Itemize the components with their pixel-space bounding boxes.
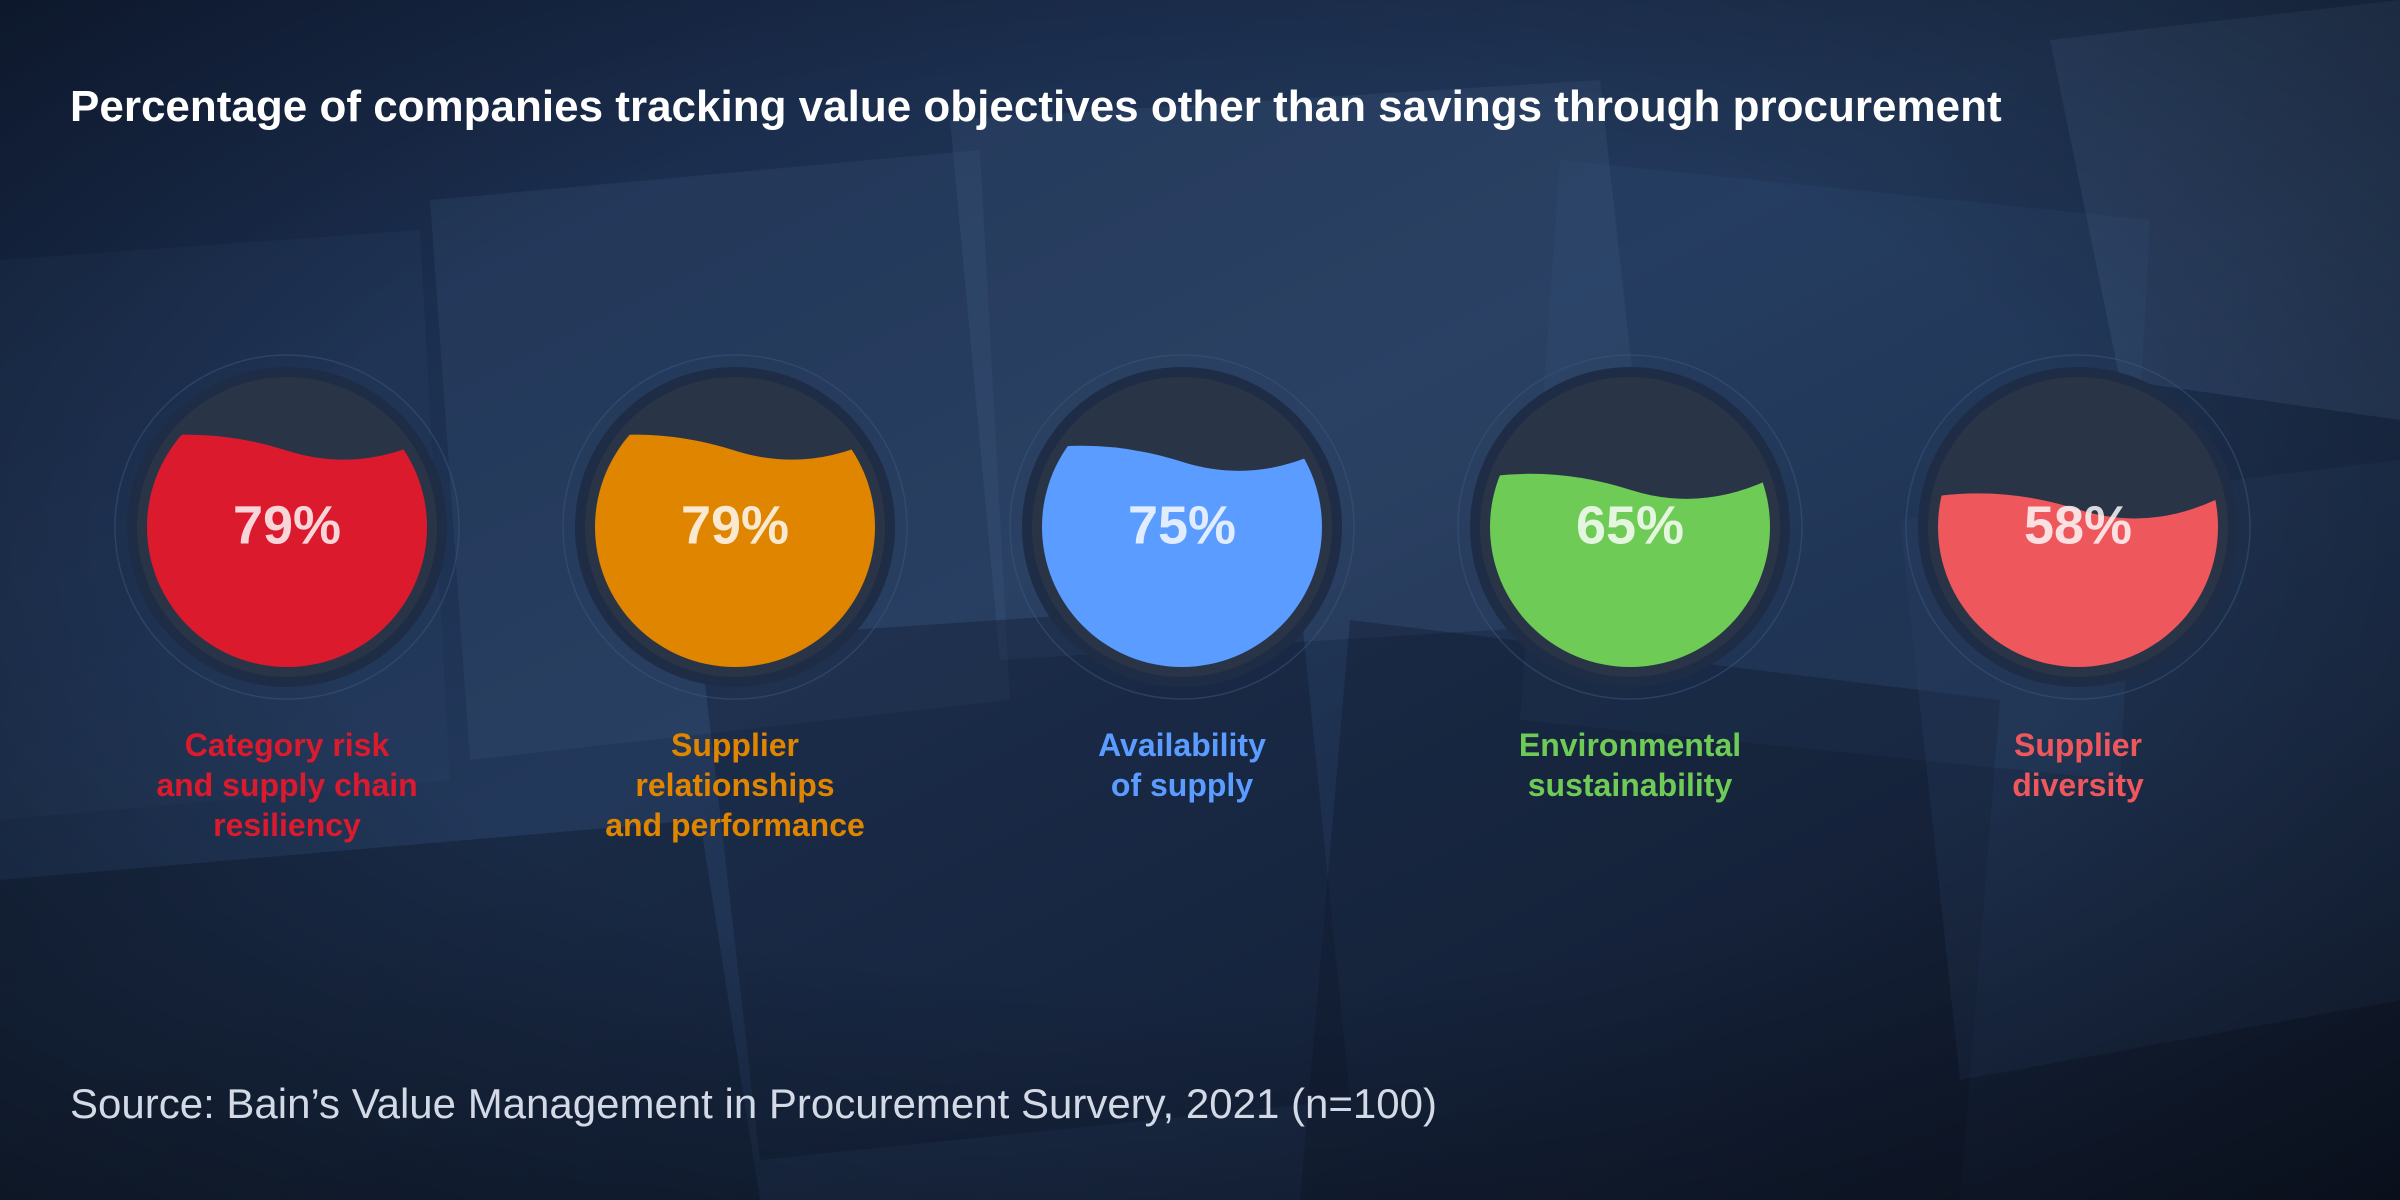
gauge-halo <box>1905 354 2251 700</box>
gauge-halo <box>114 354 460 700</box>
gauge-fill <box>1490 473 1770 667</box>
gauge-5: 58% <box>1905 354 2251 700</box>
gauge-category-label: Supplier diversity <box>2012 727 2144 803</box>
gauge-fill <box>1042 445 1322 667</box>
gauge-category-label: Availability of supply <box>1098 727 1266 803</box>
gauge-halo <box>562 354 908 700</box>
gauge-fill <box>1938 493 2218 667</box>
gauge-category-label: Supplier relationships and performance <box>605 727 865 843</box>
gauge-value-label: 79% <box>681 495 789 555</box>
gauge-halo <box>1457 354 1803 700</box>
gauge-value-label: 75% <box>1128 495 1236 555</box>
gauge-category-label: Category risk and supply chain resilienc… <box>156 727 418 843</box>
gauge-2: 79% <box>562 354 908 700</box>
gauge-fill <box>147 434 427 667</box>
chart-title: Percentage of companies tracking value o… <box>70 82 2002 131</box>
gauge-halo <box>1009 354 1355 700</box>
gauge-value-label: 58% <box>2024 495 2132 555</box>
gauge-4: 65% <box>1457 354 1803 700</box>
gauge-1: 79% <box>114 354 460 700</box>
gauge-3: 75% <box>1009 354 1355 700</box>
gauge-value-label: 79% <box>233 495 341 555</box>
gauge-fill <box>595 434 875 667</box>
source-note: Source: Bain’s Value Management in Procu… <box>70 1080 1437 1127</box>
gauge-value-label: 65% <box>1576 495 1684 555</box>
gauge-category-label: Environmental sustainability <box>1518 727 1742 803</box>
